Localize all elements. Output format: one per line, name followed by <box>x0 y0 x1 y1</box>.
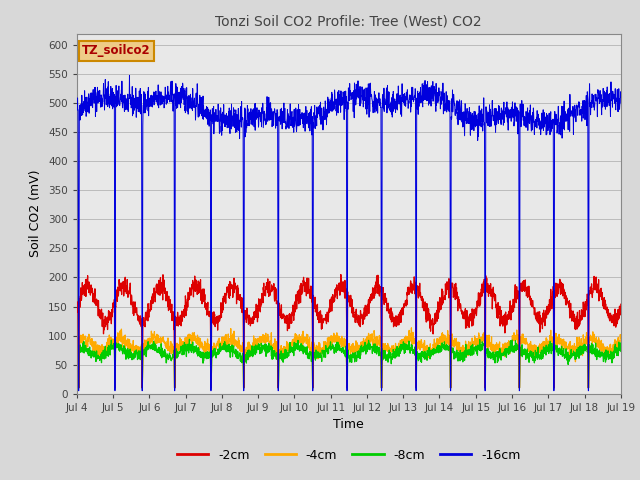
Legend: -2cm, -4cm, -8cm, -16cm: -2cm, -4cm, -8cm, -16cm <box>172 444 526 467</box>
Text: TZ_soilco2: TZ_soilco2 <box>82 44 151 58</box>
X-axis label: Time: Time <box>333 418 364 431</box>
Title: Tonzi Soil CO2 Profile: Tree (West) CO2: Tonzi Soil CO2 Profile: Tree (West) CO2 <box>216 14 482 28</box>
Y-axis label: Soil CO2 (mV): Soil CO2 (mV) <box>29 170 42 257</box>
